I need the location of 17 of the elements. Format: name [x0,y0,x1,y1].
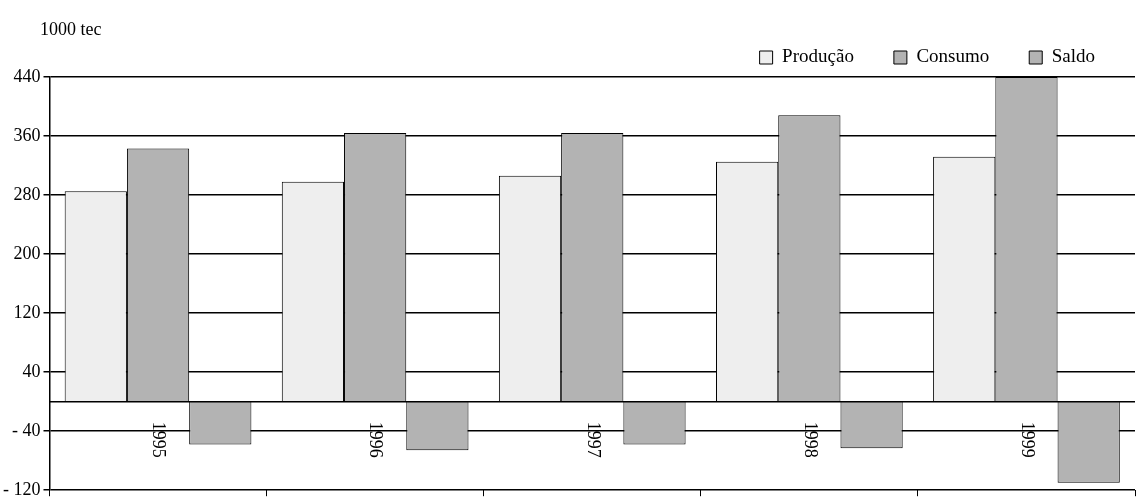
legend-label: Consumo [916,45,990,67]
legend-label: Produção [782,45,854,67]
y-tick-label: 360 [13,124,41,145]
y-tick-label: 40 [22,360,41,381]
x-tick-label: 1999 [1017,421,1038,458]
y-tick-label: - 40 [11,419,41,440]
y-tick-label: 120 [13,301,41,322]
y-tick-label: 200 [13,242,41,263]
x-tick-label: 1997 [583,421,604,458]
y-tick-label: 280 [13,183,41,204]
x-tick-label: 1995 [149,421,170,458]
y-tick-label: 440 [13,65,41,86]
y-tick-label: - 120 [2,478,41,499]
x-tick-label: 1998 [800,421,821,458]
x-tick-label: 1996 [366,421,387,458]
legend-label: Saldo [1051,45,1095,67]
y-axis-title: 1000 tec [40,18,102,39]
